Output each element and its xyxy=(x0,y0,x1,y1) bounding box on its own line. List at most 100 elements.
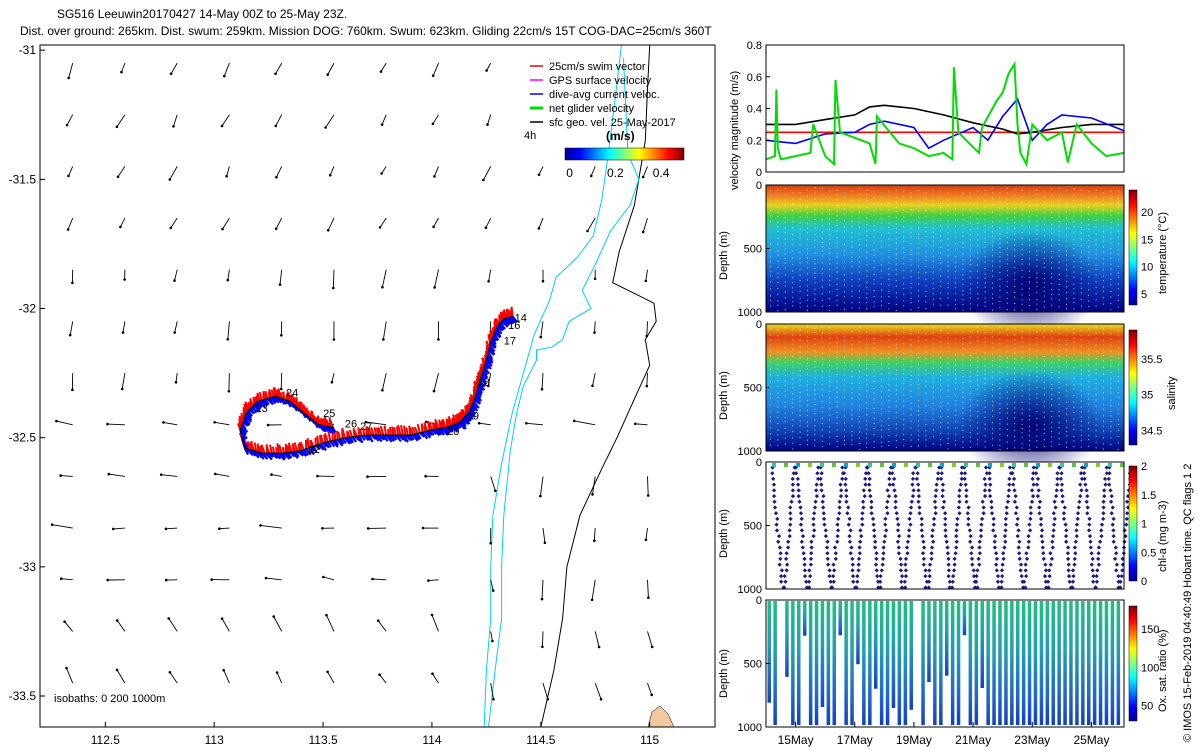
sample-point xyxy=(799,251,801,253)
dac-vector xyxy=(402,434,409,443)
dac-vector xyxy=(253,404,261,413)
sample-point xyxy=(932,413,934,414)
sample-point xyxy=(1006,412,1008,414)
sample-point xyxy=(940,285,942,287)
chlorophyll-sample xyxy=(878,579,883,584)
sample-point xyxy=(1088,435,1090,436)
sample-point xyxy=(925,226,927,228)
sample-point xyxy=(851,330,853,332)
isobaths-note: isobaths: 0 200 1000m xyxy=(54,693,165,705)
sample-point xyxy=(1043,343,1045,345)
sample-point xyxy=(969,432,971,433)
colorbar-tick-label: 0 xyxy=(566,166,573,180)
sample-point xyxy=(1014,447,1016,449)
sample-point xyxy=(1036,194,1038,196)
chlorophyll-sample xyxy=(813,499,818,504)
sample-point xyxy=(1006,447,1008,449)
oxygen-profile xyxy=(1110,601,1115,725)
sample-point xyxy=(1066,420,1067,422)
sample-point xyxy=(1051,343,1053,345)
sample-point xyxy=(1006,242,1008,243)
chlorophyll-sample xyxy=(1023,568,1028,573)
chlorophyll-sample xyxy=(1028,511,1034,516)
sample-point xyxy=(910,339,912,340)
sample-point xyxy=(799,274,801,276)
sample-point xyxy=(932,298,934,300)
chlorophyll-sample xyxy=(831,562,836,567)
chlorophyll-sample xyxy=(943,533,948,539)
sample-point xyxy=(984,435,986,437)
sample-point xyxy=(969,292,971,294)
sample-point xyxy=(777,422,779,424)
sample-point xyxy=(851,190,853,192)
swim-vector xyxy=(391,426,395,436)
sample-point xyxy=(895,347,897,349)
sample-point xyxy=(873,296,875,297)
chlorophyll-sample xyxy=(927,562,933,567)
chlorophyll-sample xyxy=(821,493,826,499)
chlorophyll-sample xyxy=(1038,516,1044,522)
sample-point xyxy=(1073,215,1075,217)
sample-point xyxy=(1029,344,1030,345)
chlorophyll-sample xyxy=(1102,493,1107,499)
sample-point xyxy=(1021,288,1023,290)
sample-point xyxy=(836,256,838,258)
sample-point xyxy=(1080,251,1082,253)
sample-point xyxy=(866,331,868,333)
chlorophyll-sample xyxy=(1064,528,1069,533)
sample-point xyxy=(1006,254,1008,256)
sample-point xyxy=(814,218,816,220)
chlorophyll-sample xyxy=(1017,551,1022,556)
sample-point xyxy=(851,353,853,355)
sample-point xyxy=(969,216,971,218)
dac-vector xyxy=(373,434,380,442)
geo-velocity-arrow xyxy=(381,166,387,174)
sample-point xyxy=(962,343,964,345)
sample-point xyxy=(844,415,845,417)
sample-point xyxy=(969,365,971,367)
sample-point xyxy=(777,406,779,408)
sample-point xyxy=(992,192,993,194)
sample-point xyxy=(977,345,979,347)
oxygen-profile xyxy=(879,601,884,725)
sample-point xyxy=(947,337,949,338)
sample-point xyxy=(1043,295,1045,297)
sample-point xyxy=(807,305,808,307)
sample-point xyxy=(799,306,801,308)
dac-vector xyxy=(392,434,398,441)
sample-point xyxy=(932,221,934,223)
sample-point xyxy=(895,303,897,305)
geo-velocity-arrow xyxy=(170,217,178,229)
sample-point xyxy=(792,425,794,427)
sample-point xyxy=(1043,432,1045,434)
sample-point xyxy=(992,347,993,349)
sample-point xyxy=(1103,219,1104,221)
sample-point xyxy=(1110,344,1112,346)
sample-point xyxy=(851,435,853,437)
dac-vector xyxy=(488,349,495,356)
dac-vector xyxy=(260,399,268,407)
sample-point xyxy=(932,282,934,284)
sample-point xyxy=(881,277,882,278)
sample-point xyxy=(1014,417,1016,419)
geo-velocity-arrowhead xyxy=(120,387,124,391)
sample-point xyxy=(799,409,801,411)
sample-point xyxy=(969,308,971,310)
sample-point xyxy=(770,209,771,211)
sample-point xyxy=(851,252,853,254)
chlorophyll-sample xyxy=(944,539,949,544)
chlorophyll-sample xyxy=(802,562,807,567)
sample-point xyxy=(962,278,964,280)
sample-point xyxy=(844,340,845,342)
dac-vector xyxy=(387,434,395,442)
chlorophyll-sample xyxy=(946,562,951,567)
sample-point xyxy=(888,308,890,310)
sample-point xyxy=(807,439,808,441)
chlorophyll-sample xyxy=(951,573,956,579)
sample-point xyxy=(777,345,779,346)
sample-point xyxy=(940,230,942,232)
sample-point xyxy=(881,264,882,266)
sample-point xyxy=(910,344,912,346)
sample-point xyxy=(947,276,949,278)
